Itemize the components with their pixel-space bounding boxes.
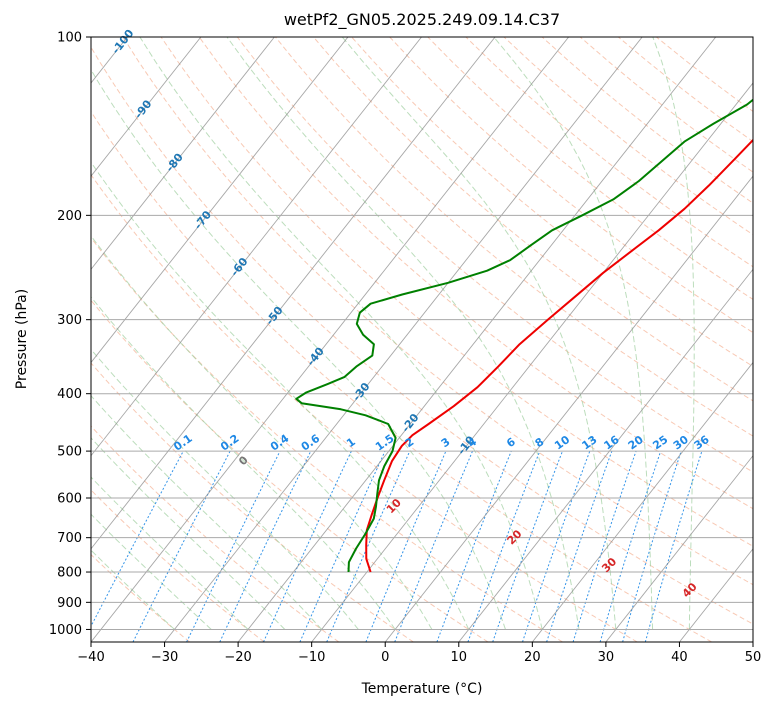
background-lines [91,37,753,642]
profile-series [295,98,753,573]
x-tick-label: 20 [524,650,541,665]
y-axis-title: Pressure (hPa) [14,289,30,389]
isotherm-line [91,37,349,364]
mixing-ratio-line [91,450,184,628]
y-tick-label: 400 [57,387,82,402]
x-tick-label: −20 [224,650,251,665]
dry-adiabat [91,236,563,642]
y-tick-label: 700 [57,531,82,546]
plot-area [91,37,753,642]
mixing-ratio-line [622,450,682,642]
dry-adiabat [91,553,191,642]
moist-adiabat [91,235,433,630]
x-tick-label: −30 [151,650,178,665]
isotherm-line [91,37,202,177]
dry-adiabat [91,174,638,642]
x-axis-title: Temperature (°C) [361,681,483,697]
dry-adiabat [275,37,753,437]
moist-adiabat [91,395,322,630]
dry-adiabat [389,37,753,334]
isotherm-line [91,37,422,457]
y-tick-label: 600 [57,492,82,507]
isotherm-line [458,268,753,642]
dry-adiabat [313,37,753,402]
isotherm-line [91,37,570,642]
x-tick-label: −10 [298,650,325,665]
mixing-ratio-line [186,450,281,642]
moist-adiabat [652,37,695,630]
mixing-ratio-line [546,450,613,642]
axis-ticks: −40 −30 −20 −10 0 10 20 30 40 50 100 200 300 400 500 60… [49,31,761,666]
dry-adiabat [198,37,753,510]
moist-adiabat [91,161,470,630]
chart-title: wetPf2_GN05.2025.249.09.14.C37 [284,10,560,30]
isotherm-line [237,37,717,642]
dry-adiabat [91,110,713,642]
x-tick-label: 50 [745,650,762,665]
moist-adiabat [226,37,580,630]
mixing-ratio-line [467,450,541,642]
dry-adiabat [427,37,753,300]
moist-adiabat [91,68,506,630]
mixing-ratio-line [599,450,662,642]
y-tick-label: 800 [57,566,82,581]
x-tick-label: −40 [77,650,104,665]
isotherm-line [384,175,753,642]
dry-adiabat [91,425,340,642]
y-tick-label: 500 [57,445,82,460]
isotherm-line [91,37,275,271]
dry-adiabat [91,46,753,625]
mixing-ratio-line [219,450,312,642]
mixing-ratio-line [365,450,447,642]
isotherm-line [164,37,643,642]
y-tick-label: 300 [57,313,82,328]
moist-adiabat [91,348,359,630]
mixing-ratio-line [299,450,386,642]
y-tick-label: 900 [57,596,82,611]
moist-adiabat [91,437,286,630]
isotherm-line [311,82,753,642]
mixing-ratio-line [572,450,637,642]
mixing-ratio-line [522,450,591,642]
dry-adiabat [91,299,489,642]
plot-frame [90,36,754,643]
mixing-ratio-line [326,450,411,642]
isotherm-line [91,37,496,550]
mixing-ratio-line [436,450,512,642]
dewpoint-profile-line [295,98,753,573]
dry-adiabat [91,489,265,642]
y-tick-label: 1000 [49,623,82,638]
moist-adiabat [493,37,654,630]
y-tick-label: 200 [57,209,82,224]
isotherm-line [605,454,753,642]
y-tick-label: 100 [57,31,82,46]
x-tick-label: 10 [451,650,468,665]
mixing-ratio-line [492,450,563,642]
moist-adiabat [139,37,543,630]
x-tick-label: 0 [381,650,389,665]
temperature-profile-line [365,138,753,573]
x-tick-label: 30 [598,650,615,665]
moist-adiabat [341,37,617,630]
mixing-ratio-line [263,450,352,642]
isotherm-line [531,361,753,642]
x-tick-label: 40 [671,650,688,665]
